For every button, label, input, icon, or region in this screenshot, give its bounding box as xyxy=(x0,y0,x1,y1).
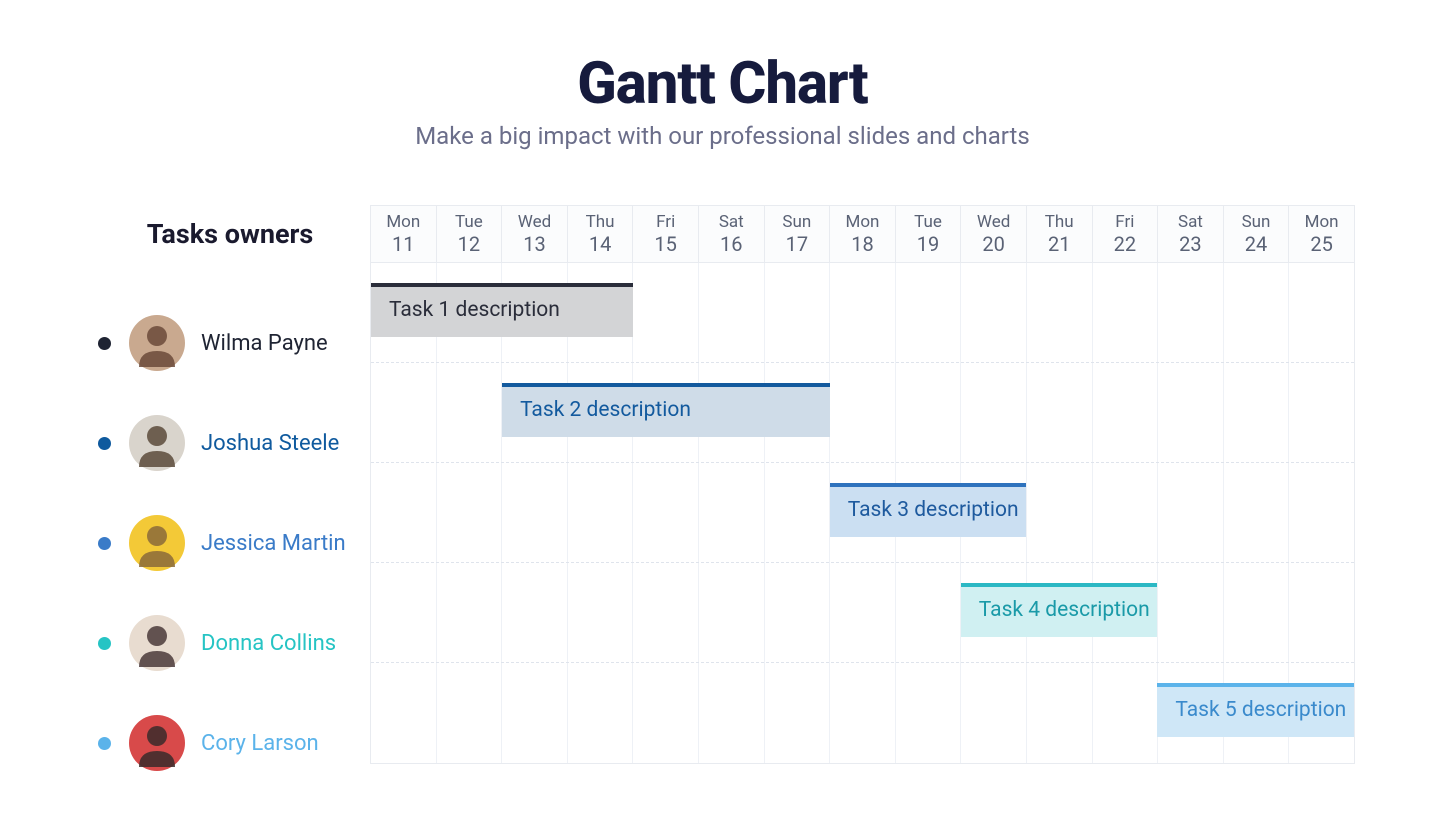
owner-dot xyxy=(98,337,111,350)
owner-dot xyxy=(98,737,111,750)
gantt-bar-label: Task 4 description xyxy=(979,598,1150,622)
date-weekday: Sun xyxy=(1224,212,1289,232)
page-subtitle: Make a big impact with our professional … xyxy=(90,122,1355,150)
date-number: 25 xyxy=(1289,232,1354,256)
owner-dot xyxy=(98,637,111,650)
task-row: Task 3 description xyxy=(371,463,1354,563)
date-cell: Sun24 xyxy=(1224,206,1290,262)
date-cell: Sat23 xyxy=(1158,206,1224,262)
date-header: Mon11Tue12Wed13Thu14Fri15Sat16Sun17Mon18… xyxy=(370,205,1355,263)
date-weekday: Sun xyxy=(765,212,830,232)
task-row: Task 2 description xyxy=(371,363,1354,463)
owner-name: Donna Collins xyxy=(201,631,336,656)
avatar xyxy=(129,615,185,671)
date-cell: Mon18 xyxy=(830,206,896,262)
owner-dot xyxy=(98,437,111,450)
date-weekday: Wed xyxy=(502,212,567,232)
date-cell: Wed13 xyxy=(502,206,568,262)
date-cell: Sun17 xyxy=(765,206,831,262)
owner-name: Jessica Martin xyxy=(201,531,346,556)
date-number: 18 xyxy=(830,232,895,256)
date-number: 19 xyxy=(896,232,961,256)
task-row: Task 5 description xyxy=(371,663,1354,763)
date-number: 23 xyxy=(1158,232,1223,256)
owner-row: Cory Larson xyxy=(90,693,370,793)
gantt-bar-stripe xyxy=(371,283,633,287)
gantt-bar: Task 4 description xyxy=(961,583,1158,637)
date-weekday: Sat xyxy=(1158,212,1223,232)
owner-row: Wilma Payne xyxy=(90,293,370,393)
avatar xyxy=(129,515,185,571)
date-weekday: Tue xyxy=(896,212,961,232)
gantt-bar-stripe xyxy=(502,383,830,387)
gantt-chart: Tasks owners Wilma Payne Joshua Steele Jes… xyxy=(90,205,1355,793)
date-cell: Fri22 xyxy=(1093,206,1159,262)
task-row: Task 1 description xyxy=(371,263,1354,363)
gantt-bar: Task 1 description xyxy=(371,283,633,337)
date-weekday: Tue xyxy=(437,212,502,232)
date-cell: Tue12 xyxy=(437,206,503,262)
date-weekday: Mon xyxy=(830,212,895,232)
date-weekday: Mon xyxy=(371,212,436,232)
date-weekday: Fri xyxy=(1093,212,1158,232)
date-number: 17 xyxy=(765,232,830,256)
gantt-bar: Task 5 description xyxy=(1157,683,1354,737)
gantt-bar-stripe xyxy=(1157,683,1354,687)
gantt-rows: Task 1 description Task 2 description Task… xyxy=(370,263,1355,764)
gantt-bar-stripe xyxy=(830,483,1027,487)
date-weekday: Fri xyxy=(633,212,698,232)
date-weekday: Thu xyxy=(1027,212,1092,232)
date-cell: Tue19 xyxy=(896,206,962,262)
owner-row: Jessica Martin xyxy=(90,493,370,593)
gantt-bar-label: Task 1 description xyxy=(389,298,560,322)
gantt-bar: Task 2 description xyxy=(502,383,830,437)
gantt-bar-stripe xyxy=(961,583,1158,587)
date-number: 16 xyxy=(699,232,764,256)
date-weekday: Wed xyxy=(961,212,1026,232)
date-cell: Wed20 xyxy=(961,206,1027,262)
gantt-bar-label: Task 2 description xyxy=(520,398,691,422)
date-number: 13 xyxy=(502,232,567,256)
gantt-bar-label: Task 5 description xyxy=(1175,698,1346,722)
avatar xyxy=(129,415,185,471)
date-number: 20 xyxy=(961,232,1026,256)
date-cell: Thu21 xyxy=(1027,206,1093,262)
date-number: 22 xyxy=(1093,232,1158,256)
date-weekday: Sat xyxy=(699,212,764,232)
header: Gantt Chart Make a big impact with our p… xyxy=(90,50,1355,150)
owners-column: Tasks owners Wilma Payne Joshua Steele Jes… xyxy=(90,205,370,793)
owner-name: Cory Larson xyxy=(201,731,319,756)
date-cell: Mon25 xyxy=(1289,206,1354,262)
date-number: 21 xyxy=(1027,232,1092,256)
page-title: Gantt Chart xyxy=(90,50,1355,118)
avatar xyxy=(129,715,185,771)
date-cell: Thu14 xyxy=(568,206,634,262)
date-weekday: Thu xyxy=(568,212,633,232)
date-number: 14 xyxy=(568,232,633,256)
owner-row: Donna Collins xyxy=(90,593,370,693)
owner-row: Joshua Steele xyxy=(90,393,370,493)
date-weekday: Mon xyxy=(1289,212,1354,232)
date-number: 24 xyxy=(1224,232,1289,256)
owner-name: Wilma Payne xyxy=(201,331,328,356)
date-number: 15 xyxy=(633,232,698,256)
owner-name: Joshua Steele xyxy=(201,431,339,456)
owners-heading: Tasks owners xyxy=(90,205,370,263)
timeline-column: Mon11Tue12Wed13Thu14Fri15Sat16Sun17Mon18… xyxy=(370,205,1355,793)
date-number: 11 xyxy=(371,232,436,256)
gantt-bar-label: Task 3 description xyxy=(848,498,1019,522)
date-cell: Sat16 xyxy=(699,206,765,262)
task-row: Task 4 description xyxy=(371,563,1354,663)
owner-dot xyxy=(98,537,111,550)
date-cell: Mon11 xyxy=(371,206,437,262)
date-number: 12 xyxy=(437,232,502,256)
date-cell: Fri15 xyxy=(633,206,699,262)
gantt-bar: Task 3 description xyxy=(830,483,1027,537)
avatar xyxy=(129,315,185,371)
